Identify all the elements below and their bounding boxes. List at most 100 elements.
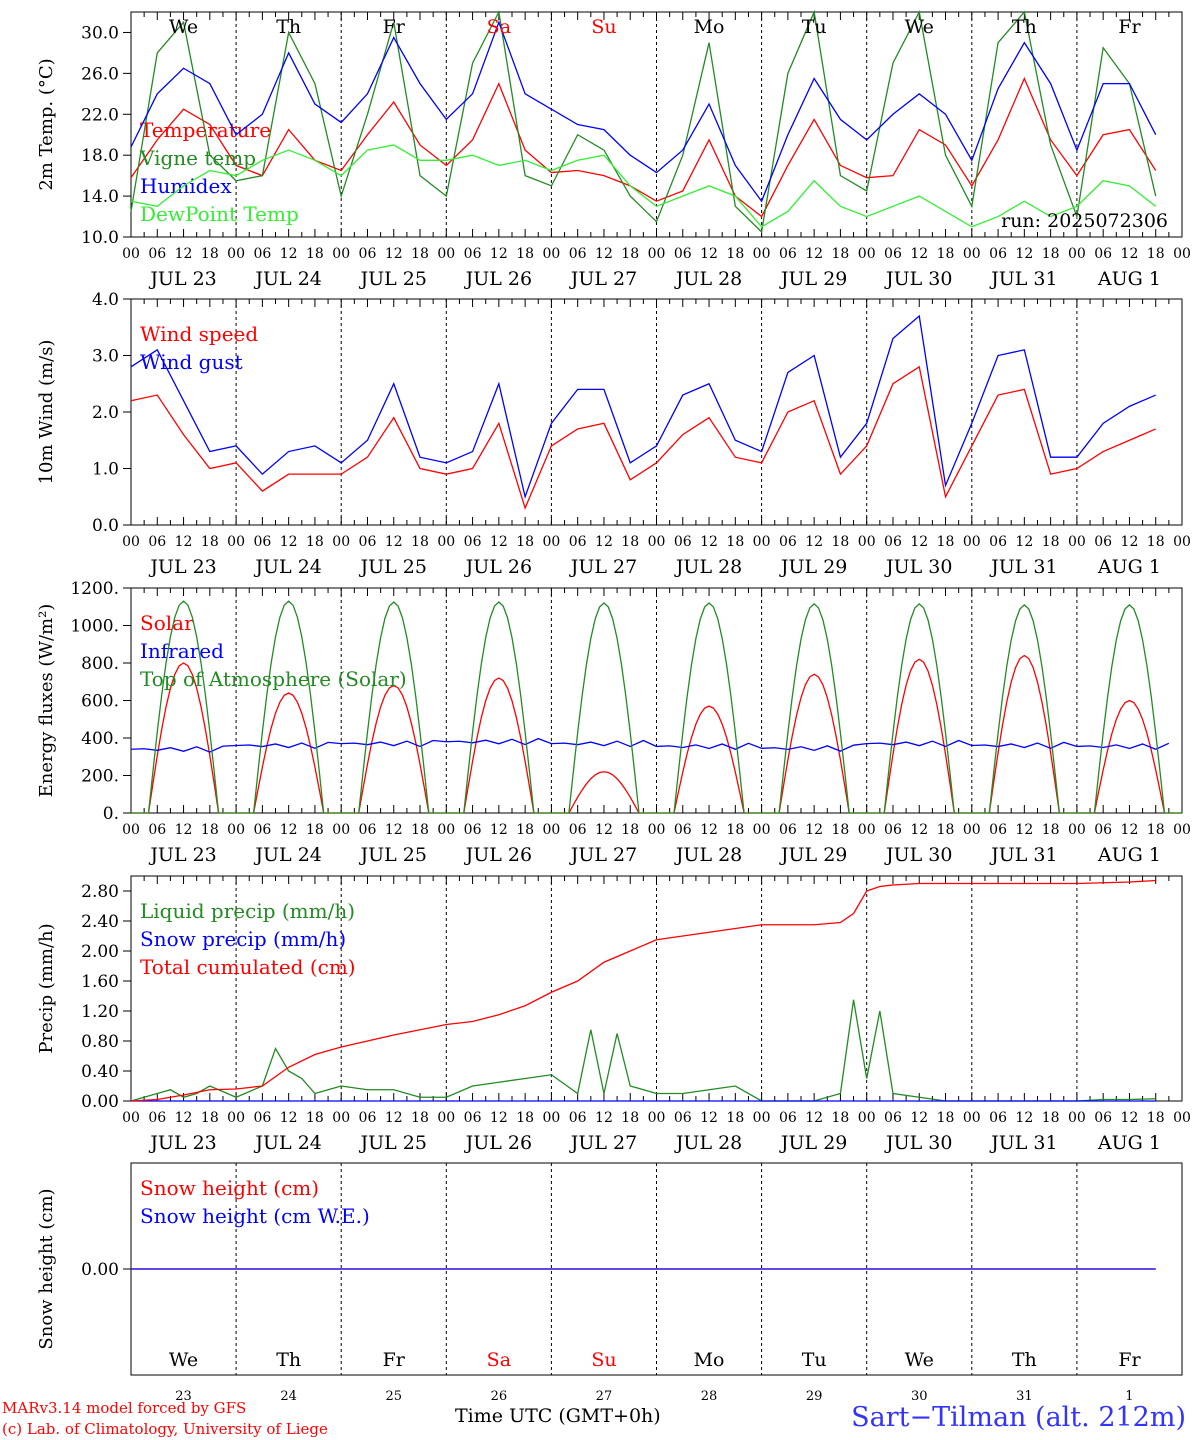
hour-tick-label: 12: [175, 534, 193, 550]
weekday-label: Th: [276, 16, 301, 38]
hour-tick-label: 12: [1015, 534, 1033, 550]
date-label: JUL 23: [148, 268, 216, 290]
hour-tick-label: 00: [963, 534, 981, 550]
hour-tick-label: 12: [490, 1110, 508, 1126]
date-label: JUL 26: [464, 268, 532, 290]
hour-tick-label: 12: [385, 1110, 403, 1126]
hour-tick-label: 06: [1094, 246, 1112, 262]
hour-tick-label: 12: [910, 534, 928, 550]
hour-tick-label: 06: [884, 822, 902, 838]
day-number: 28: [701, 1389, 718, 1404]
date-label: JUL 24: [253, 844, 321, 866]
date-label: JUL 27: [569, 556, 637, 578]
weekday-label-bottom: Su: [591, 1349, 616, 1371]
weekday-label-bottom: Tu: [802, 1349, 827, 1371]
date-label: JUL 26: [464, 844, 532, 866]
weekday-label: Mo: [694, 16, 725, 38]
y-tick-label: 600.: [81, 692, 119, 712]
y-tick-label: 0.: [103, 804, 119, 824]
date-label: JUL 28: [674, 556, 742, 578]
hour-tick-label: 12: [700, 822, 718, 838]
day-number: 25: [385, 1389, 402, 1404]
hour-tick-label: 06: [884, 534, 902, 550]
hour-tick-label: 18: [201, 534, 219, 550]
hour-tick-label: 12: [280, 246, 298, 262]
hour-tick-label: 12: [490, 534, 508, 550]
hour-tick-label: 18: [937, 1110, 955, 1126]
y-tick-label: 4.0: [92, 290, 119, 310]
hour-tick-label: 06: [253, 1110, 271, 1126]
date-label: JUL 27: [569, 1132, 637, 1154]
day-number: 31: [1016, 1389, 1033, 1404]
legend-entry: DewPoint Temp: [140, 202, 299, 226]
hour-tick-label: 18: [201, 246, 219, 262]
y-tick-label: 2.00: [81, 942, 119, 962]
hour-tick-label: 06: [674, 1110, 692, 1126]
hour-tick-label: 18: [726, 534, 744, 550]
hour-tick-label: 06: [569, 534, 587, 550]
hour-tick-label: 00: [437, 246, 455, 262]
hour-tick-label: 12: [595, 1110, 613, 1126]
hour-tick-label: 12: [385, 534, 403, 550]
hour-tick-label: 00: [753, 822, 771, 838]
hour-tick-label: 18: [621, 1110, 639, 1126]
hour-tick-label: 06: [1094, 822, 1112, 838]
hour-tick-label: 00: [963, 1110, 981, 1126]
hour-tick-label: 00: [858, 1110, 876, 1126]
hour-tick-label: 00: [122, 534, 140, 550]
hour-tick-label: 00: [542, 246, 560, 262]
hour-tick-label: 12: [385, 822, 403, 838]
hour-tick-label: 18: [1147, 822, 1165, 838]
hour-tick-label: 00: [648, 822, 666, 838]
hour-tick-label: 18: [201, 1110, 219, 1126]
model-credit: MARv3.14 model forced by GFS: [2, 1399, 247, 1417]
hour-tick-label: 06: [359, 822, 377, 838]
legend-entry: Snow precip (mm/h): [140, 927, 346, 951]
legend-entry: Solar: [140, 611, 194, 635]
date-label: JUL 27: [569, 268, 637, 290]
legend-entry: Top of Atmosphere (Solar): [140, 667, 407, 691]
hour-tick-label: 18: [1042, 246, 1060, 262]
weekday-label: Th: [1012, 16, 1037, 38]
hour-tick-label: 12: [595, 822, 613, 838]
hour-tick-label: 12: [175, 246, 193, 262]
hour-tick-label: 00: [1173, 822, 1191, 838]
series-line: [131, 600, 1182, 814]
hour-tick-label: 12: [175, 822, 193, 838]
y-tick-label: 200.: [81, 767, 119, 787]
y-tick-label: 2.0: [92, 403, 119, 423]
hour-tick-label: 00: [332, 534, 350, 550]
y-axis-label: Precip (mm/h): [36, 923, 57, 1053]
date-label: JUL 30: [884, 844, 952, 866]
hour-tick-label: 12: [175, 1110, 193, 1126]
hour-tick-label: 18: [726, 246, 744, 262]
hour-tick-label: 06: [148, 822, 166, 838]
hour-tick-label: 06: [884, 246, 902, 262]
hour-tick-label: 06: [779, 1110, 797, 1126]
y-tick-label: 0.0: [92, 516, 119, 536]
hour-tick-label: 06: [989, 822, 1007, 838]
series-line: [130, 20, 1157, 203]
date-label: JUL 24: [253, 1132, 321, 1154]
hour-tick-label: 18: [621, 534, 639, 550]
date-label: JUL 25: [359, 844, 427, 866]
y-tick-label: 22.0: [81, 105, 119, 125]
hour-tick-label: 00: [858, 246, 876, 262]
hour-tick-label: 12: [1015, 246, 1033, 262]
hour-tick-label: 18: [832, 822, 850, 838]
hour-tick-label: 18: [516, 822, 534, 838]
hour-tick-label: 06: [148, 534, 166, 550]
weekday-label-bottom: We: [169, 1349, 198, 1371]
hour-tick-label: 06: [779, 822, 797, 838]
hour-tick-label: 06: [569, 1110, 587, 1126]
station-title: Sart−Tilman (alt. 212m): [851, 1402, 1186, 1433]
hour-tick-label: 18: [726, 822, 744, 838]
y-tick-label: 800.: [81, 654, 119, 674]
hour-tick-label: 00: [648, 246, 666, 262]
series-line: [130, 9, 1157, 234]
hour-tick-label: 06: [253, 246, 271, 262]
hour-tick-label: 18: [937, 534, 955, 550]
date-label: JUL 27: [569, 844, 637, 866]
hour-tick-label: 06: [359, 1110, 377, 1126]
hour-tick-label: 06: [989, 534, 1007, 550]
